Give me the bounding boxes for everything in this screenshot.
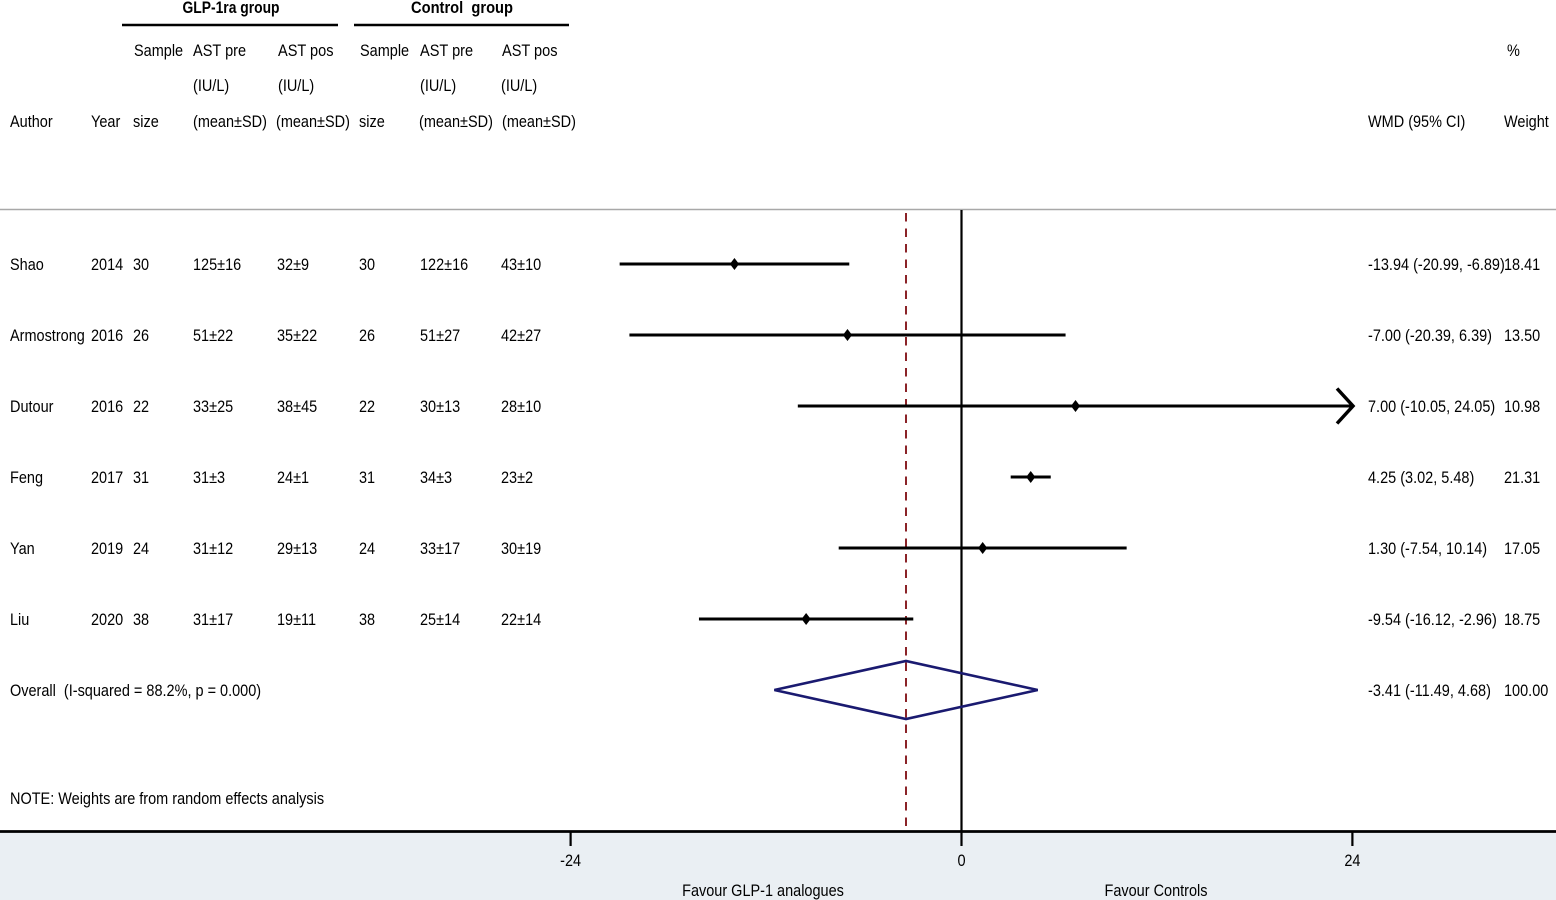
svg-text:30: 30	[133, 256, 149, 274]
svg-text:22: 22	[133, 398, 149, 416]
svg-text:2016: 2016	[91, 327, 123, 345]
svg-text:size: size	[359, 113, 385, 131]
svg-text:2016: 2016	[91, 398, 123, 416]
svg-text:34±3: 34±3	[420, 469, 452, 487]
svg-text:%: %	[1507, 42, 1520, 60]
svg-text:4.25 (3.02, 5.48): 4.25 (3.02, 5.48)	[1368, 469, 1474, 487]
svg-text:24: 24	[1344, 852, 1360, 870]
svg-text:2014: 2014	[91, 256, 123, 274]
svg-text:Year: Year	[91, 113, 121, 131]
svg-text:GLP-1ra group: GLP-1ra group	[183, 0, 280, 17]
svg-text:32±9: 32±9	[277, 256, 309, 274]
svg-text:30±13: 30±13	[420, 398, 460, 416]
svg-text:Favour GLP-1 analogues: Favour GLP-1 analogues	[682, 882, 844, 900]
svg-text:Author: Author	[10, 113, 53, 131]
svg-text:100.00: 100.00	[1504, 682, 1548, 700]
svg-text:(IU/L): (IU/L)	[193, 77, 229, 95]
svg-text:31: 31	[133, 469, 149, 487]
svg-text:18.75: 18.75	[1504, 611, 1540, 629]
svg-text:125±16: 125±16	[193, 256, 241, 274]
svg-text:10.98: 10.98	[1504, 398, 1540, 416]
svg-text:(mean±SD): (mean±SD)	[502, 113, 576, 131]
svg-text:-9.54 (-16.12, -2.96): -9.54 (-16.12, -2.96)	[1368, 611, 1497, 629]
svg-text:AST pre: AST pre	[193, 42, 246, 60]
svg-text:1.30 (-7.54, 10.14): 1.30 (-7.54, 10.14)	[1368, 540, 1487, 558]
svg-text:30: 30	[359, 256, 375, 274]
svg-text:(mean±SD): (mean±SD)	[193, 113, 267, 131]
svg-text:38: 38	[359, 611, 375, 629]
svg-text:28±10: 28±10	[501, 398, 541, 416]
svg-text:21.31: 21.31	[1504, 469, 1540, 487]
svg-text:22: 22	[359, 398, 375, 416]
svg-text:38±45: 38±45	[277, 398, 317, 416]
svg-text:Favour Controls: Favour Controls	[1105, 882, 1208, 900]
svg-text:-13.94 (-20.99, -6.89): -13.94 (-20.99, -6.89)	[1368, 256, 1505, 274]
svg-text:51±27: 51±27	[420, 327, 460, 345]
svg-text:51±22: 51±22	[193, 327, 233, 345]
svg-text:Weight: Weight	[1504, 113, 1549, 131]
svg-text:(IU/L): (IU/L)	[278, 77, 314, 95]
svg-text:NOTE: Weights are from random: NOTE: Weights are from random effects an…	[10, 790, 324, 808]
svg-text:AST pre: AST pre	[420, 42, 473, 60]
svg-text:-24: -24	[560, 852, 581, 870]
svg-text:24±1: 24±1	[277, 469, 309, 487]
svg-text:25±14: 25±14	[420, 611, 460, 629]
svg-text:size: size	[133, 113, 159, 131]
svg-text:26: 26	[359, 327, 375, 345]
svg-text:24: 24	[359, 540, 375, 558]
svg-text:2017: 2017	[91, 469, 123, 487]
svg-text:18.41: 18.41	[1504, 256, 1540, 274]
svg-text:33±25: 33±25	[193, 398, 233, 416]
svg-text:29±13: 29±13	[277, 540, 317, 558]
svg-text:0: 0	[957, 852, 965, 870]
svg-text:(IU/L): (IU/L)	[501, 77, 537, 95]
svg-text:-7.00 (-20.39, 6.39): -7.00 (-20.39, 6.39)	[1368, 327, 1492, 345]
svg-text:24: 24	[133, 540, 149, 558]
svg-text:Liu: Liu	[10, 611, 29, 629]
svg-text:AST pos: AST pos	[502, 42, 558, 60]
svg-text:Dutour: Dutour	[10, 398, 54, 416]
svg-text:Sample: Sample	[360, 42, 409, 60]
svg-text:23±2: 23±2	[501, 469, 533, 487]
svg-text:Feng: Feng	[10, 469, 43, 487]
svg-text:30±19: 30±19	[501, 540, 541, 558]
svg-text:17.05: 17.05	[1504, 540, 1540, 558]
svg-text:19±11: 19±11	[277, 611, 316, 629]
svg-text:Sample: Sample	[134, 42, 183, 60]
svg-text:2019: 2019	[91, 540, 123, 558]
svg-text:7.00 (-10.05, 24.05): 7.00 (-10.05, 24.05)	[1368, 398, 1495, 416]
svg-text:-3.41 (-11.49, 4.68): -3.41 (-11.49, 4.68)	[1368, 682, 1491, 700]
svg-text:(IU/L): (IU/L)	[420, 77, 456, 95]
svg-text:122±16: 122±16	[420, 256, 468, 274]
svg-text:31±3: 31±3	[193, 469, 225, 487]
svg-text:(mean±SD): (mean±SD)	[419, 113, 493, 131]
svg-text:Yan: Yan	[10, 540, 35, 558]
svg-text:WMD (95% CI): WMD (95% CI)	[1368, 113, 1465, 131]
svg-text:AST pos: AST pos	[278, 42, 334, 60]
svg-text:Armostrong: Armostrong	[10, 327, 85, 345]
svg-text:26: 26	[133, 327, 149, 345]
svg-text:Overall (I-squared = 88.2%, p: Overall (I-squared = 88.2%, p = 0.000)	[10, 682, 261, 700]
svg-text:Control group: Control group	[411, 0, 513, 17]
svg-text:Shao: Shao	[10, 256, 44, 274]
svg-text:22±14: 22±14	[501, 611, 541, 629]
svg-text:13.50: 13.50	[1504, 327, 1540, 345]
svg-text:31±12: 31±12	[193, 540, 233, 558]
svg-text:33±17: 33±17	[420, 540, 460, 558]
svg-text:35±22: 35±22	[277, 327, 317, 345]
svg-text:(mean±SD): (mean±SD)	[276, 113, 350, 131]
svg-text:2020: 2020	[91, 611, 123, 629]
svg-text:38: 38	[133, 611, 149, 629]
svg-text:31±17: 31±17	[193, 611, 233, 629]
svg-text:42±27: 42±27	[501, 327, 541, 345]
svg-text:43±10: 43±10	[501, 256, 541, 274]
svg-text:31: 31	[359, 469, 375, 487]
